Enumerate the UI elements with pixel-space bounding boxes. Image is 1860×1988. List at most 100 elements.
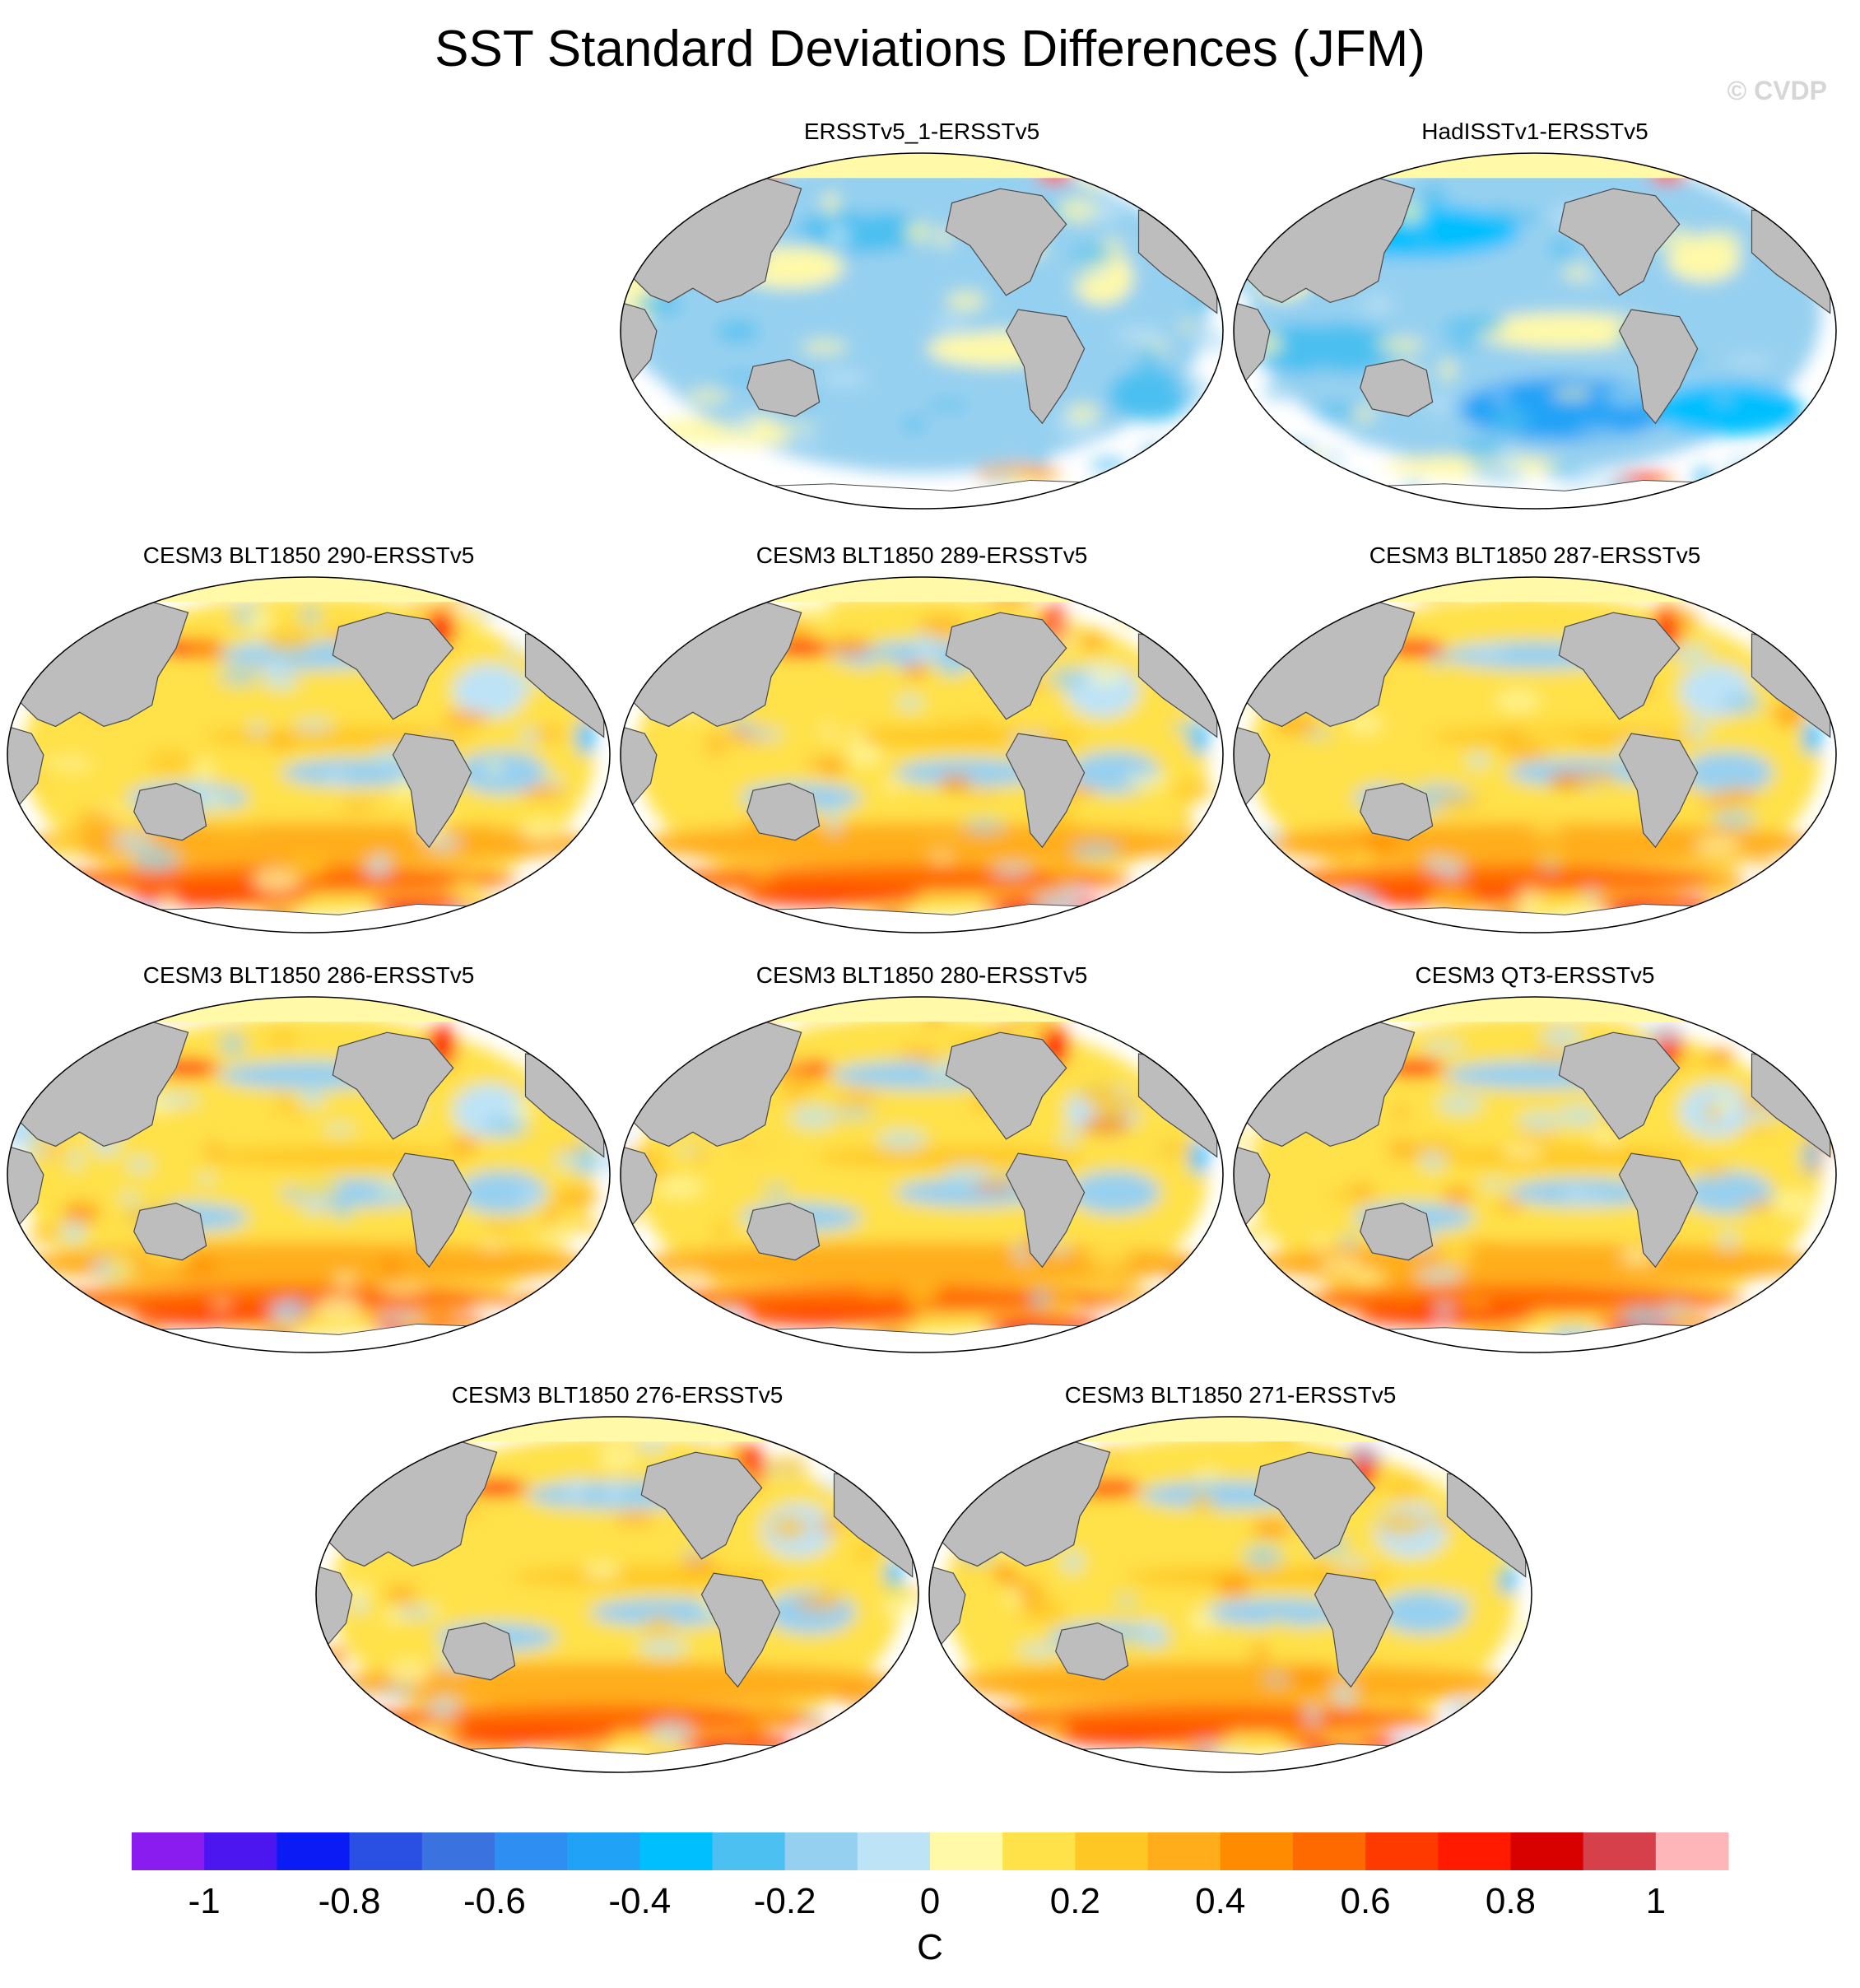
field-speckle (1507, 1421, 1532, 1446)
land-mass (1360, 358, 1434, 417)
field-speckle (897, 1047, 939, 1059)
colorbar-bin (1438, 1832, 1511, 1870)
land-mass (1253, 1451, 1376, 1560)
field-speckle (839, 431, 861, 440)
field-speckle (939, 774, 972, 793)
field-speckle (770, 1515, 809, 1540)
field-blob (128, 1308, 309, 1326)
field-speckle (1030, 454, 1048, 468)
field-speckle (61, 1220, 86, 1244)
field-speckle (701, 1160, 734, 1181)
field-speckle (332, 1204, 353, 1219)
field-speckle (274, 1092, 293, 1110)
field-speckle (1125, 774, 1170, 788)
field-speckle (274, 734, 291, 753)
field-speckle (1502, 210, 1541, 224)
colorbar-tick-label: -0.2 (753, 1881, 816, 1921)
map-border (1233, 152, 1837, 510)
field-speckle (1726, 356, 1774, 366)
field-speckle (1082, 1115, 1131, 1136)
field-speckle (1583, 888, 1598, 901)
field-speckle (1658, 156, 1698, 169)
field-speckle (315, 1295, 362, 1320)
field-speckle (1809, 1155, 1823, 1173)
field-speckle (193, 761, 213, 778)
land-mass (1618, 733, 1699, 849)
field-speckle (874, 1581, 913, 1602)
field-speckle (1175, 627, 1200, 645)
land-mass (1360, 1202, 1434, 1261)
field-speckle (929, 1493, 960, 1511)
field-speckle (1190, 1255, 1208, 1269)
colorbar-tick-label: -0.6 (463, 1881, 526, 1921)
colorbar-tick-label: 0.6 (1340, 1881, 1391, 1921)
field-speckle (1436, 1594, 1475, 1604)
field-speckle (1049, 861, 1081, 884)
field-speckle (871, 657, 898, 673)
field-speckle (1340, 1235, 1359, 1248)
field-speckle (1757, 905, 1798, 923)
field-speckle (1718, 486, 1763, 507)
field-speckle (377, 1686, 418, 1696)
field-speckle (1577, 370, 1606, 381)
field-speckle (890, 1245, 908, 1261)
field-blob (1459, 377, 1671, 441)
field-speckle (691, 1143, 707, 1165)
field-speckle (1234, 253, 1253, 275)
field-speckle (1528, 824, 1565, 836)
field-speckle (1347, 714, 1383, 733)
field-speckle (1279, 1322, 1298, 1343)
field-speckle (1512, 1621, 1532, 1645)
field-speckle (802, 1711, 825, 1723)
field-blob (1263, 1284, 1746, 1314)
map-field (621, 577, 1223, 933)
field-speckle (1061, 1550, 1084, 1574)
colorbar-tick-label: 0 (919, 1881, 941, 1921)
land-mass (945, 188, 1067, 296)
field-speckle (748, 1134, 788, 1154)
field-speckle (1234, 1098, 1255, 1111)
field-speckle (1488, 198, 1507, 207)
field-speckle (1159, 1320, 1192, 1342)
field-speckle (881, 780, 905, 790)
land-mass (1558, 612, 1681, 720)
colorbar-bin (1292, 1832, 1366, 1870)
field-speckle (49, 765, 73, 776)
land-mass (1234, 301, 1271, 382)
field-speckle (1316, 403, 1360, 419)
field-speckle (1495, 691, 1541, 711)
field-speckle (350, 1598, 368, 1614)
field-blob (895, 758, 1046, 787)
field-speckle (545, 1208, 561, 1217)
field-speckle (583, 1562, 621, 1579)
field-speckle (1701, 876, 1745, 901)
field-speckle (198, 1173, 215, 1185)
field-speckle (1360, 296, 1394, 314)
field-speckle (1194, 1469, 1221, 1480)
field-speckle (1077, 635, 1107, 649)
arctic-ice (1234, 153, 1836, 179)
field-speckle (443, 711, 490, 724)
field-speckle (1514, 1129, 1559, 1146)
field-speckle (521, 727, 539, 747)
field-speckle (914, 631, 937, 653)
field-speckle (655, 1177, 704, 1197)
field-speckle (1716, 787, 1759, 806)
field-speckle (309, 896, 345, 911)
field-speckle (981, 1418, 1016, 1438)
field-speckle (1332, 1558, 1370, 1568)
land-mass (1314, 1572, 1394, 1688)
field-speckle (963, 819, 1006, 832)
field-speckle (1393, 1278, 1412, 1301)
field-speckle (1078, 167, 1108, 189)
field-speckle (1295, 910, 1342, 932)
field-speckle (1260, 1041, 1282, 1058)
field-blob (1249, 322, 1400, 375)
map-svg (7, 996, 611, 1353)
field-speckle (1115, 327, 1165, 343)
field-speckle (742, 1726, 764, 1736)
field-speckle (1798, 908, 1832, 921)
field-speckle (190, 637, 226, 661)
field-speckle (14, 924, 58, 933)
field-speckle (1467, 752, 1490, 769)
